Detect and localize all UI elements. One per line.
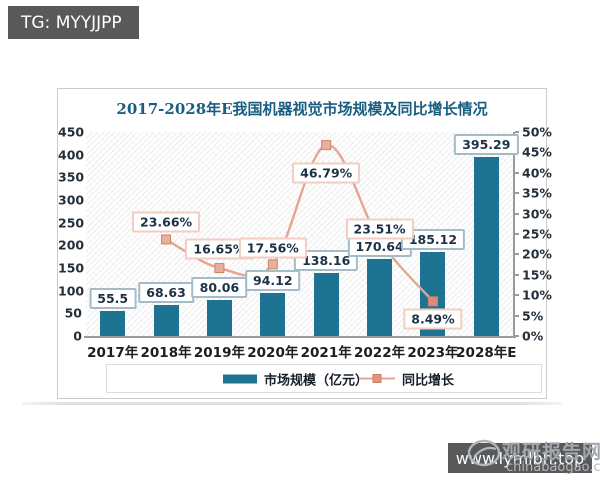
legend-item-growth: 同比增长: [359, 369, 454, 388]
market-size-bar: [100, 310, 126, 336]
growth-value-label: 17.56%: [238, 237, 307, 259]
growth-value-label: 23.51%: [345, 218, 414, 240]
plot-area: 55.5 68.63 80.06 94.12 138.16 170.64 185.12 395…: [86, 132, 519, 336]
market-size-bar: [153, 304, 179, 336]
left-axis-tick: 0: [73, 328, 82, 344]
left-axis-tick: 50: [64, 305, 82, 321]
bar-value-label: 80.06: [191, 276, 248, 298]
right-axis-line: [513, 132, 515, 338]
legend-item-market-size: 市场规模（亿元）: [223, 369, 368, 388]
x-axis-label: 2021年: [300, 345, 352, 361]
left-axis-tick: 450: [58, 124, 85, 140]
right-axis-tick: 25%: [522, 226, 552, 242]
left-axis-tick: 300: [58, 192, 85, 208]
x-axis-label: 2022年: [354, 345, 406, 361]
right-axis-tick: 30%: [522, 206, 552, 222]
line-marker-icon: [372, 374, 382, 383]
bar-value-label: 55.5: [89, 287, 137, 309]
left-axis-tick: 100: [58, 283, 85, 299]
left-axis-tick: 150: [58, 260, 85, 276]
right-axis-tick: 40%: [522, 165, 552, 181]
growth-point-marker: [267, 259, 278, 270]
right-axis-tick-mark: [515, 131, 519, 133]
bar-value-label: 68.63: [138, 281, 194, 303]
market-size-bar: [313, 273, 339, 336]
growth-point-marker: [161, 234, 172, 245]
right-axis-tick-mark: [515, 192, 519, 195]
market-size-bar: [473, 156, 499, 336]
growth-value-label: 23.66%: [132, 211, 201, 233]
right-axis-tick-mark: [515, 294, 519, 297]
chart-panel: 2017-2028年E我国机器视觉市场规模及同比增长情况 55.5 68.63 80…: [57, 88, 600, 475]
right-axis-tick-mark: [515, 335, 519, 337]
x-axis-label: 2028年E: [456, 345, 517, 361]
chart-title: 2017-2028年E我国机器视觉市场规模及同比增长情况: [116, 100, 488, 118]
top-left-badge: TG: MYYJJPP: [8, 6, 139, 39]
x-axis-label: 2020年: [247, 345, 299, 361]
left-axis-tick: 200: [58, 237, 85, 253]
watermark-name: 观研报告网: [502, 441, 600, 463]
bar-series-swatch: [223, 374, 257, 383]
left-axis-tick: 250: [58, 215, 85, 231]
right-axis-tick-mark: [515, 212, 519, 215]
right-axis-tick: 10%: [522, 287, 552, 303]
right-axis-tick-mark: [515, 171, 519, 174]
x-axis-label: 2019年: [193, 345, 245, 361]
growth-point-marker: [214, 263, 225, 274]
left-axis-tick: 350: [58, 169, 85, 185]
right-axis-tick-mark: [515, 273, 519, 276]
right-axis-tick-mark: [515, 233, 519, 235]
x-axis-line: [84, 336, 516, 338]
market-size-bar: [206, 299, 232, 336]
bar-value-label: 395.29: [454, 133, 519, 155]
growth-point-marker: [321, 140, 332, 151]
watermark-logo-icon: [467, 439, 501, 467]
right-axis-tick: 45%: [522, 144, 552, 160]
left-axis-tick: 400: [58, 147, 85, 163]
right-axis-tick: 20%: [522, 246, 552, 262]
growth-value-label: 8.49%: [403, 308, 463, 330]
growth-value-label: 46.79%: [292, 162, 361, 184]
line-series-swatch: [359, 374, 395, 383]
bar-value-label: 94.12: [245, 270, 301, 292]
right-axis-tick: 15%: [522, 267, 552, 283]
right-axis-tick: 0%: [522, 328, 544, 344]
market-size-bar: [260, 293, 286, 336]
right-axis-tick: 50%: [522, 124, 552, 140]
legend-label-market-size: 市场规模（亿元）: [264, 373, 369, 388]
x-axis-label: 2018年: [140, 345, 192, 361]
watermark-site: chinabaogao.com: [506, 460, 600, 475]
x-axis-label: 2017年: [87, 345, 139, 361]
market-size-bar: [367, 258, 393, 336]
x-axis-label: 2023年: [407, 345, 459, 361]
right-axis-tick-mark: [515, 314, 519, 317]
right-axis-tick: 5%: [522, 308, 544, 324]
right-axis-tick-mark: [515, 253, 519, 256]
bottom-right-badge: www.lymlbh.top: [448, 443, 592, 473]
legend-label-growth: 同比增长: [402, 373, 455, 388]
legend-box: 市场规模（亿元） 同比增长: [106, 364, 542, 393]
card-bottom-shadow: [22, 402, 563, 405]
right-axis-tick: 35%: [522, 185, 552, 201]
